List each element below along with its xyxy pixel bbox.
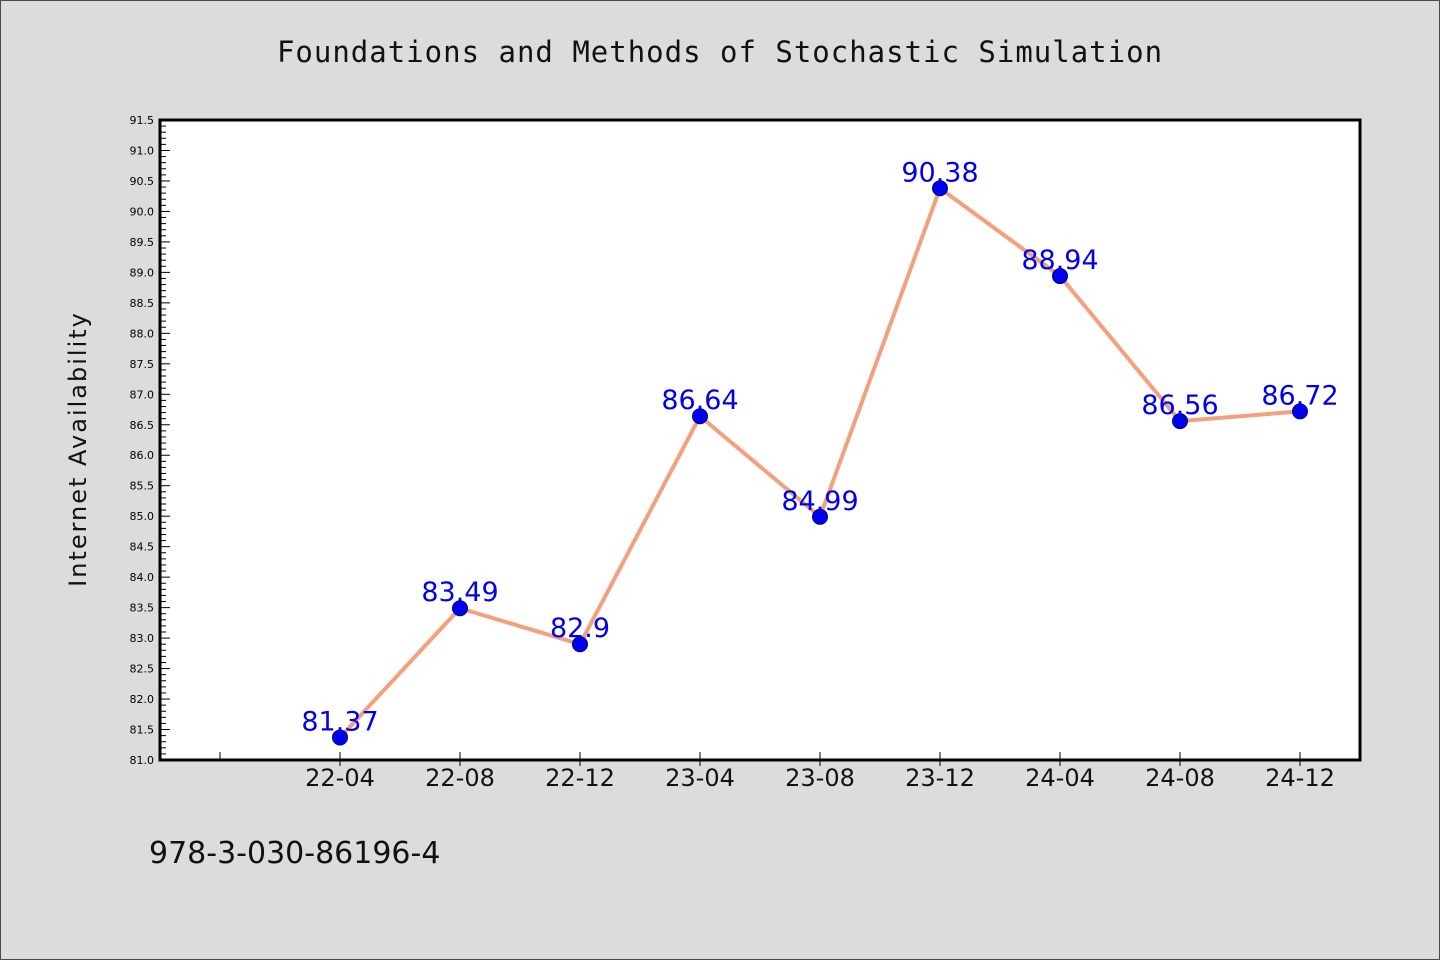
- y-tick-label: 91.5: [130, 114, 155, 127]
- y-tick-label: 87.5: [130, 358, 155, 371]
- y-tick-label: 88.5: [130, 297, 155, 310]
- y-tick-label: 83.0: [130, 632, 155, 645]
- y-tick-label: 91.0: [130, 144, 155, 157]
- y-tick-label: 83.5: [130, 602, 155, 615]
- data-label: 90.38: [901, 157, 978, 188]
- y-tick-label: 86.0: [130, 449, 155, 462]
- data-label: 86.56: [1141, 390, 1218, 421]
- x-tick-label: 23-04: [665, 764, 735, 792]
- data-point: [332, 729, 348, 746]
- y-tick-label: 89.5: [130, 236, 155, 249]
- x-tick-label: 23-12: [905, 764, 975, 792]
- data-label: 81.37: [301, 706, 378, 737]
- data-point: [812, 508, 828, 525]
- x-tick-label: 24-12: [1265, 764, 1335, 792]
- footer-code: 978-3-030-86196-4: [149, 836, 441, 871]
- data-point: [1292, 403, 1308, 420]
- x-tick-label: 24-08: [1145, 764, 1215, 792]
- data-label: 83.49: [421, 577, 498, 608]
- y-tick-label: 84.0: [130, 571, 155, 584]
- data-point: [452, 600, 468, 617]
- data-label: 86.64: [661, 385, 738, 416]
- plot-area: [160, 120, 1360, 760]
- data-label: 82.9: [550, 613, 610, 644]
- x-tick-label: 22-12: [545, 764, 615, 792]
- y-tick-label: 89.0: [130, 266, 155, 279]
- y-tick-label: 90.5: [130, 175, 155, 188]
- data-label: 86.72: [1261, 380, 1338, 411]
- x-tick-label: 24-04: [1025, 764, 1095, 792]
- data-point: [692, 408, 708, 425]
- y-tick-label: 86.5: [130, 419, 155, 432]
- y-tick-label: 82.0: [130, 693, 155, 706]
- y-tick-label: 82.5: [130, 663, 155, 676]
- y-tick-label: 81.5: [130, 724, 155, 737]
- chart-title: Foundations and Methods of Stochastic Si…: [276, 35, 1164, 69]
- x-tick-label: 22-04: [305, 764, 375, 792]
- data-point: [932, 180, 948, 197]
- data-point: [1052, 268, 1068, 285]
- data-point: [1172, 413, 1188, 430]
- y-tick-label: 81.0: [130, 754, 155, 767]
- x-tick-label: 22-08: [425, 764, 495, 792]
- data-label: 88.94: [1021, 245, 1098, 276]
- y-tick-label: 88.0: [130, 327, 155, 340]
- y-tick-label: 84.5: [130, 541, 155, 554]
- data-point: [572, 636, 588, 653]
- y-tick-label: 85.0: [130, 510, 155, 523]
- plot-frame: [158, 118, 1362, 762]
- y-tick-label: 87.0: [130, 388, 155, 401]
- x-tick-label: 23-08: [785, 764, 855, 792]
- y-tick-label: 85.5: [130, 480, 155, 493]
- y-tick-label: 90.0: [130, 205, 155, 218]
- data-label: 84.99: [781, 486, 858, 517]
